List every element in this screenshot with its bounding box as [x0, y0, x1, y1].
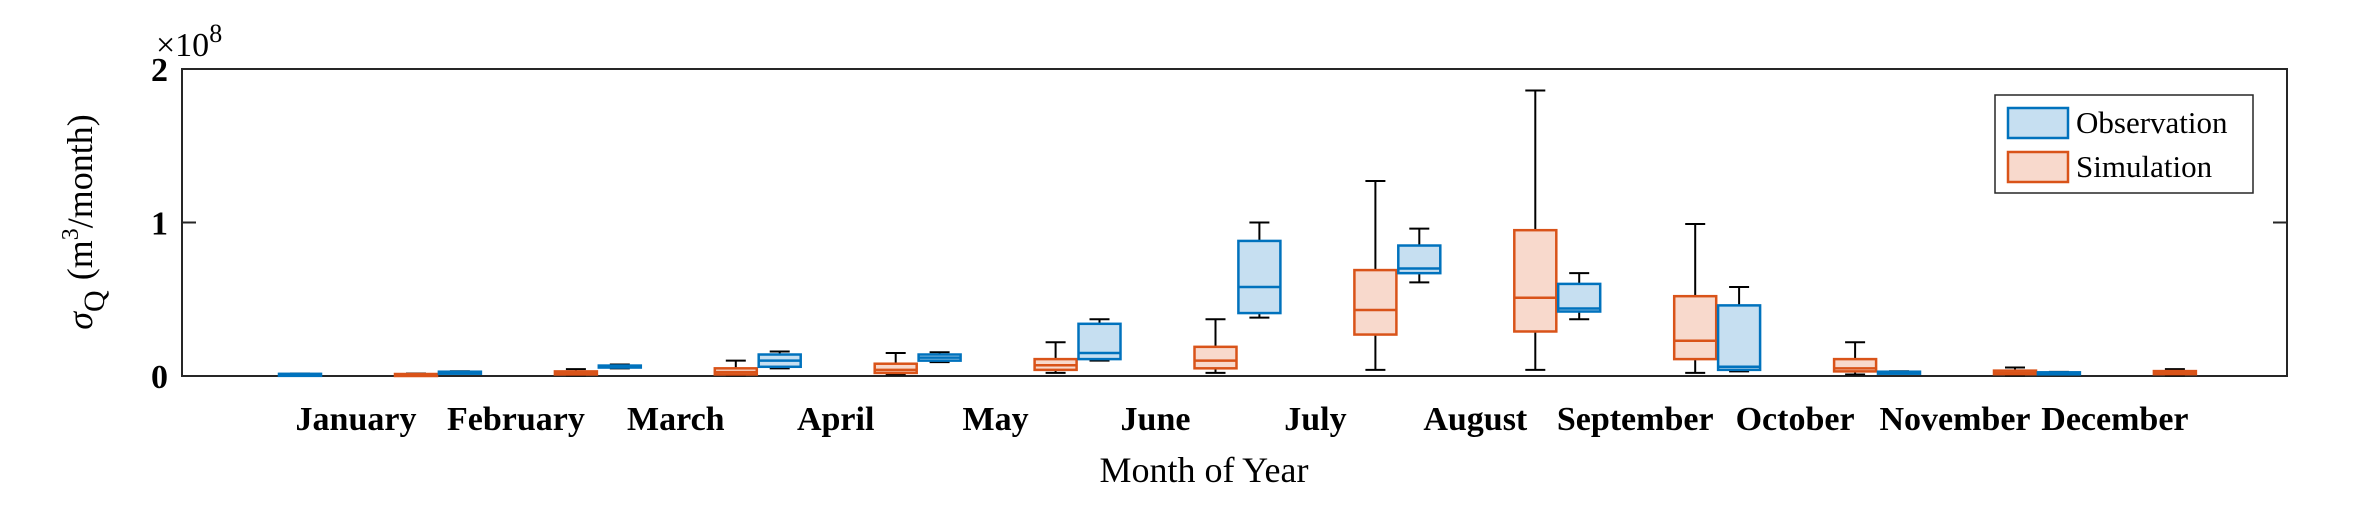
legend-swatch-observation	[2006, 106, 2070, 140]
box-observation-september	[1556, 272, 1602, 321]
y-axis-subscript: Q	[78, 290, 111, 312]
box-simulation-february	[553, 368, 599, 377]
x-tick-label-september: September	[1557, 401, 1714, 438]
x-tick-label-april: April	[797, 401, 874, 438]
x-tick-label-november: November	[1879, 401, 2030, 438]
box-body	[1672, 294, 1718, 361]
box-body	[873, 362, 918, 375]
box-simulation-november	[1992, 366, 2038, 377]
x-tick-label-july: July	[1284, 401, 1346, 438]
legend-label-simulation: Simulation	[2076, 149, 2213, 184]
x-tick-label-october: October	[1736, 401, 1855, 438]
box-observation-october	[1716, 285, 1762, 373]
box-simulation-march	[713, 359, 759, 377]
y-axis-unit-pre: (m	[60, 240, 100, 280]
box-observation-august	[1397, 227, 1442, 284]
box-body	[1237, 239, 1282, 315]
y-axis-title: σQ (m3/month)	[58, 114, 111, 329]
box-simulation-may	[1033, 341, 1078, 374]
box-observation-july	[1237, 221, 1282, 319]
legend: Observation Simulation	[1994, 94, 2254, 194]
x-tick-label-january: January	[296, 401, 417, 438]
x-tick-label-december: December	[2041, 401, 2188, 438]
box-body	[1556, 282, 1602, 313]
x-tick-label-february: February	[447, 401, 585, 438]
legend-label-observation: Observation	[2076, 105, 2228, 140]
y-axis-unit-post: /month)	[60, 114, 100, 228]
box-body	[1716, 304, 1762, 372]
y-axis-symbol: σ	[60, 311, 100, 330]
legend-swatch-simulation	[2006, 150, 2070, 184]
y-tick-label-1: 1	[151, 206, 168, 243]
box-observation-november	[1876, 370, 1922, 375]
box-observation-january	[277, 372, 323, 378]
box-simulation-september	[1672, 223, 1718, 374]
box-simulation-december	[2152, 368, 2198, 377]
box-body	[1513, 228, 1558, 333]
box-simulation-october	[1832, 341, 1878, 376]
box-body	[1353, 268, 1398, 336]
boxes-layer	[277, 89, 2198, 378]
box-simulation-january	[393, 372, 439, 378]
box-observation-may	[917, 351, 962, 364]
box-body	[1193, 345, 1238, 370]
exponent-power: 8	[209, 19, 222, 48]
box-observation-april	[757, 350, 802, 370]
box-simulation-april	[873, 351, 918, 376]
x-axis-title: Month of Year	[1099, 450, 1308, 490]
exponent-label: ×108	[156, 19, 222, 64]
box-observation-february	[437, 370, 483, 375]
box-simulation-august	[1513, 89, 1558, 371]
x-tick-label-august: August	[1423, 401, 1528, 438]
y-axis-unit-sup: 3	[58, 228, 84, 240]
box-observation-march	[597, 363, 643, 370]
x-tick-label-june: June	[1121, 401, 1191, 438]
x-tick-label-may: May	[963, 401, 1029, 438]
x-axis-labels: January February March April May June July Augu…	[296, 401, 2189, 438]
box-observation-june	[1077, 318, 1122, 362]
plot-area-frame	[181, 68, 2288, 377]
x-tick-label-march: March	[627, 401, 725, 438]
y-tick-label-0: 0	[151, 359, 168, 396]
box-simulation-july	[1353, 180, 1398, 371]
y-axis-ticks: 0 1 2	[151, 52, 2287, 396]
box-observation-december	[2036, 370, 2082, 376]
box-simulation-june	[1193, 318, 1238, 374]
y-tick-label-2: 2	[151, 52, 168, 89]
